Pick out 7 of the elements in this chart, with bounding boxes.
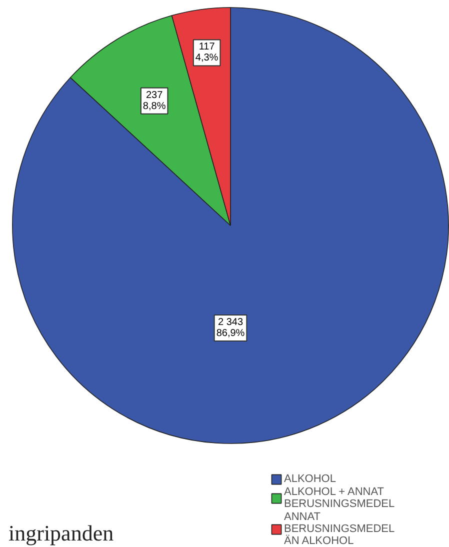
data-label: 117 4,3%	[195, 42, 218, 64]
legend-label: ANNAT BERUSNINGSMEDEL ÄN ALKOHOL	[284, 511, 395, 547]
data-label: 237 8,8%	[142, 90, 166, 112]
data-label: 2 343 86,9%	[216, 316, 245, 339]
legend-label: ALKOHOL + ANNAT BERUSNINGSMEDEL	[284, 486, 395, 510]
legend-label: ALKOHOL	[284, 473, 336, 485]
text: ingripanden	[8, 520, 114, 546]
